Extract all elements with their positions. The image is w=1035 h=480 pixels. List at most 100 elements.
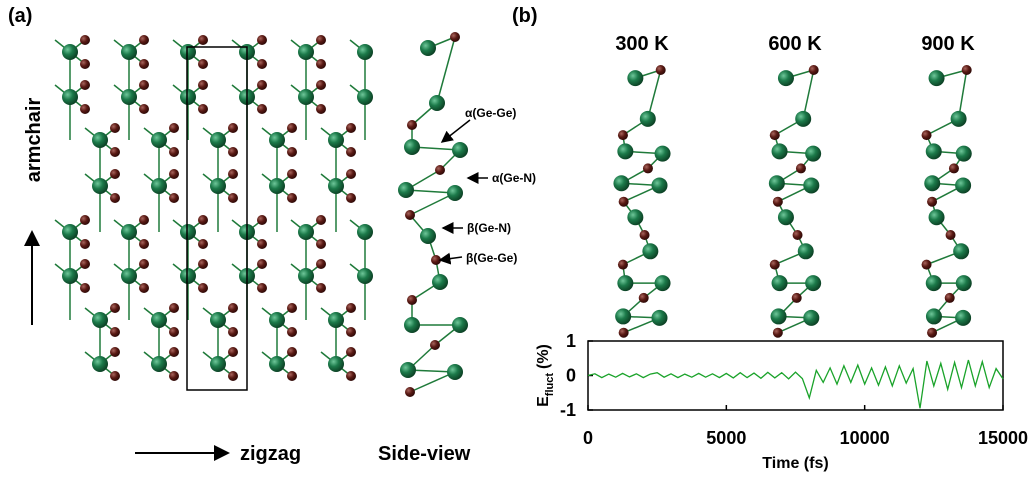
ge-atom (328, 132, 344, 148)
ge-atom (404, 139, 420, 155)
ge-atom (400, 362, 416, 378)
ge-atom (151, 356, 167, 372)
n-atom (198, 35, 208, 45)
ge-atom (951, 111, 967, 127)
n-atom (80, 239, 90, 249)
n-atom (198, 104, 208, 114)
ge-atom (180, 224, 196, 240)
ge-atom (655, 146, 671, 162)
n-atom (316, 80, 326, 90)
n-atom (257, 239, 267, 249)
ge-atom (62, 44, 78, 60)
ge-atom (617, 275, 633, 291)
n-atom (316, 239, 326, 249)
panel-label: (b) (512, 5, 538, 27)
n-atom (257, 59, 267, 69)
n-atom (316, 283, 326, 293)
ge-atom (929, 70, 945, 86)
n-atom (405, 210, 415, 220)
n-atom (257, 80, 267, 90)
ge-atom (805, 275, 821, 291)
ge-atom (772, 143, 788, 159)
x-tick-label: 5000 (706, 428, 746, 448)
n-atom (316, 104, 326, 114)
n-atom (407, 120, 417, 130)
n-atom (640, 230, 650, 240)
n-atom (80, 215, 90, 225)
ge-atom (121, 89, 137, 105)
y-tick-label: -1 (560, 400, 576, 420)
ge-atom (151, 132, 167, 148)
n-atom (287, 169, 297, 179)
ge-atom (771, 308, 787, 324)
n-atom (228, 169, 238, 179)
n-atom (287, 347, 297, 357)
n-atom (809, 65, 819, 75)
x-axis-label: Time (fs) (762, 455, 828, 472)
temperature-labels: 300 K 600 K 900 K (615, 33, 975, 55)
ge-atom (420, 40, 436, 56)
n-atom (287, 327, 297, 337)
y-tick-label: 1 (566, 331, 576, 351)
ge-atom (926, 308, 942, 324)
bond-label: β(Ge-N) (467, 221, 511, 235)
ge-atom (420, 228, 436, 244)
ge-atom (357, 89, 373, 105)
n-atom (257, 259, 267, 269)
n-atom (792, 293, 802, 303)
ge-atom (151, 312, 167, 328)
ge-atom (92, 178, 108, 194)
ge-atom (769, 175, 785, 191)
n-atom (287, 371, 297, 381)
ge-atom (429, 95, 445, 111)
y-label-main: E (535, 396, 552, 407)
ge-atom (778, 209, 794, 225)
ge-atom (803, 310, 819, 326)
n-atom (110, 123, 120, 133)
n-atom (110, 303, 120, 313)
n-atom (228, 327, 238, 337)
n-atom (198, 59, 208, 69)
ge-atom (92, 312, 108, 328)
n-atom (139, 104, 149, 114)
ge-atom (795, 111, 811, 127)
n-atom (639, 293, 649, 303)
n-atom (619, 197, 629, 207)
n-atom (346, 327, 356, 337)
ge-atom (805, 146, 821, 162)
ge-atom (955, 177, 971, 193)
n-atom (793, 230, 803, 240)
n-atom (169, 193, 179, 203)
n-atom (169, 123, 179, 133)
n-atom (346, 303, 356, 313)
n-atom (430, 340, 440, 350)
ge-atom (210, 356, 226, 372)
ge-atom (121, 44, 137, 60)
n-atom (257, 283, 267, 293)
ge-atom (924, 175, 940, 191)
bond-label: α(Ge-N) (492, 171, 536, 185)
ge-atom (298, 224, 314, 240)
n-atom (228, 193, 238, 203)
ge-atom (926, 143, 942, 159)
n-atom (139, 59, 149, 69)
ge-atom (929, 209, 945, 225)
ge-atom (652, 177, 668, 193)
ge-atom (180, 268, 196, 284)
n-atom (773, 197, 783, 207)
ge-atom (772, 275, 788, 291)
y-label-unit: (%) (535, 344, 552, 369)
ge-atom (357, 268, 373, 284)
n-atom (198, 283, 208, 293)
y-tick-label: 0 (566, 366, 576, 386)
n-atom (169, 371, 179, 381)
ge-atom (617, 143, 633, 159)
n-atom (169, 347, 179, 357)
ge-atom (269, 312, 285, 328)
ge-atom (62, 268, 78, 284)
n-atom (405, 387, 415, 397)
n-atom (257, 215, 267, 225)
axis-label: armchair (23, 98, 45, 183)
n-atom (110, 327, 120, 337)
ge-atom (798, 243, 814, 259)
